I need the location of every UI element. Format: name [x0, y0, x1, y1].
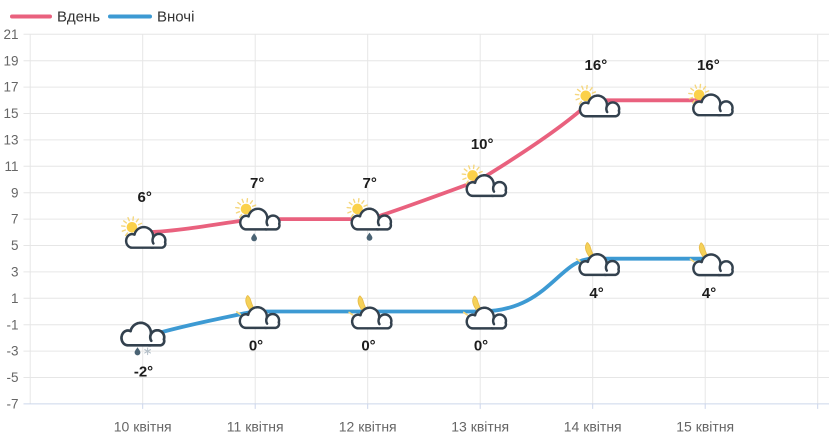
svg-text:-5: -5: [6, 370, 18, 385]
svg-text:-1: -1: [6, 317, 18, 332]
svg-text:13 квітня: 13 квітня: [451, 419, 509, 435]
svg-text:Вдень: Вдень: [57, 9, 100, 26]
svg-text:14 квітня: 14 квітня: [564, 419, 622, 435]
svg-text:10 квітня: 10 квітня: [114, 419, 172, 435]
svg-text:-3: -3: [6, 344, 18, 359]
svg-text:7°: 7°: [363, 175, 377, 192]
svg-text:7°: 7°: [250, 175, 264, 192]
svg-text:13: 13: [3, 133, 18, 148]
svg-text:16°: 16°: [585, 57, 608, 74]
svg-text:16°: 16°: [697, 57, 720, 74]
svg-text:10°: 10°: [471, 136, 494, 153]
svg-text:4°: 4°: [702, 285, 716, 302]
svg-text:7: 7: [11, 212, 19, 227]
svg-text:19: 19: [3, 53, 18, 68]
svg-text:0°: 0°: [361, 338, 375, 355]
svg-text:21: 21: [3, 27, 18, 42]
svg-text:6°: 6°: [138, 189, 152, 206]
svg-text:-2°: -2°: [134, 364, 153, 381]
svg-text:0°: 0°: [249, 338, 263, 355]
svg-text:Вночі: Вночі: [157, 9, 194, 26]
svg-text:17: 17: [3, 80, 18, 95]
svg-text:0°: 0°: [474, 338, 488, 355]
svg-text:15: 15: [3, 106, 18, 121]
svg-text:12 квітня: 12 квітня: [339, 419, 397, 435]
svg-text:11: 11: [4, 159, 18, 174]
svg-text:4°: 4°: [589, 285, 603, 302]
svg-text:1: 1: [11, 291, 19, 306]
svg-text:11 квітня: 11 квітня: [227, 419, 284, 435]
svg-text:-7: -7: [6, 397, 18, 412]
svg-text:15 квітня: 15 квітня: [676, 419, 734, 435]
svg-text:9: 9: [11, 185, 19, 200]
svg-text:3: 3: [11, 265, 19, 280]
svg-text:5: 5: [11, 238, 19, 253]
